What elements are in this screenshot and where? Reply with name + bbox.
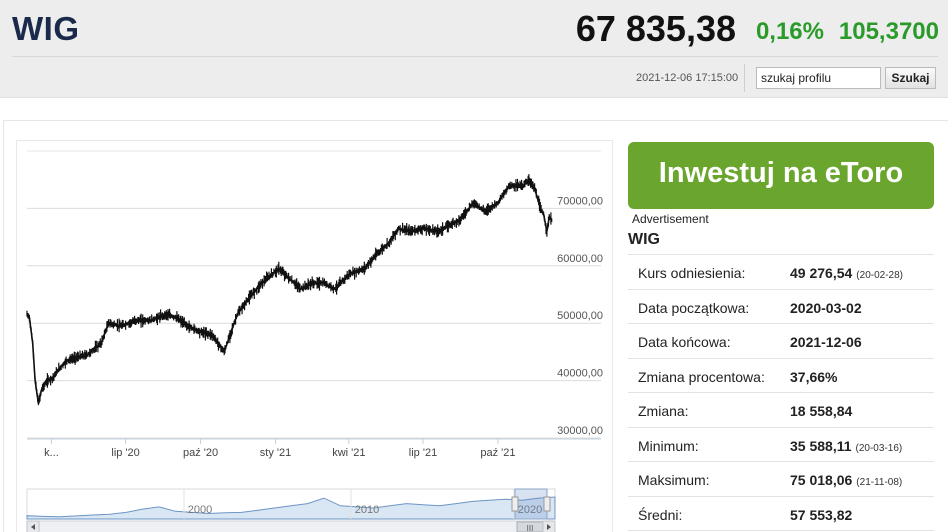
stat-label: Data początkowa:	[638, 299, 750, 316]
y-tick-label: 40000,00	[557, 368, 603, 380]
change-percent: 0,16%	[755, 18, 824, 45]
y-tick-label: 60000,00	[557, 253, 603, 265]
stat-label: Maksimum:	[638, 472, 710, 488]
stat-row: Zmiana: 18 558,84	[628, 393, 934, 428]
y-tick-label: 70000,00	[557, 195, 603, 207]
navigator-area	[26, 496, 556, 520]
stat-note: (21-11-08)	[856, 477, 903, 488]
x-tick-label: sty '21	[260, 447, 291, 459]
stat-row: Minimum: 35 588,11 (20-03-16)	[628, 428, 934, 462]
navigator-label: 2000	[188, 504, 212, 516]
navigator-label: 2010	[355, 504, 379, 516]
change-absolute: 105,3700	[838, 18, 939, 45]
stat-label: Kurs odniesienia:	[638, 265, 746, 281]
x-tick-label: lip '21	[409, 447, 437, 459]
stat-label: Data końcowa:	[638, 334, 731, 350]
stat-note: (20-03-16)	[855, 442, 903, 454]
scrollbar-track	[26, 520, 556, 532]
stat-value: 75 018,06 (21-11-08)	[790, 472, 903, 488]
advertisement-label: Advertisement	[632, 212, 709, 226]
scroll-left-icon	[31, 524, 35, 530]
quote-timestamp: 2021-12-06 17:15:00	[636, 72, 739, 84]
stat-value: 49 276,54 (20-02-28)	[790, 265, 903, 281]
stat-value: 2021-12-06	[790, 334, 862, 350]
stat-value: 2020-03-02	[790, 299, 862, 316]
header-separator	[744, 64, 745, 92]
stat-value: 35 588,11 (20-03-16)	[790, 437, 903, 454]
search-button[interactable]: Szukaj	[885, 67, 936, 89]
stat-row: Kurs odniesienia: 49 276,54 (20-02-28)	[628, 255, 934, 290]
stat-note: (20-02-28)	[856, 270, 903, 281]
stat-value: 37,66%	[790, 368, 838, 385]
stat-row: Maksimum: 75 018,06 (21-11-08)	[628, 462, 934, 497]
stats-table: Kurs odniesienia: 49 276,54 (20-02-28) Data…	[628, 254, 934, 531]
current-price: 67 835,38	[575, 8, 736, 49]
price-chart[interactable]: 30000,00 40000,00 50000,00 60000,00 70000,00…	[16, 140, 613, 532]
x-tick-label: paź '20	[183, 447, 218, 459]
stat-row: Data początkowa: 2020-03-02	[628, 290, 934, 324]
stat-value: 57 553,82	[790, 506, 853, 523]
etoro-invest-button[interactable]: Inwestuj na eToro	[628, 142, 934, 209]
header-bar: WIG 67 835,38 0,16% 105,3700 2021-12-06 …	[0, 0, 948, 98]
x-tick-label: k...	[44, 447, 59, 459]
stat-row: Średni: 57 553,82	[628, 497, 934, 531]
stat-label: Minimum:	[638, 437, 699, 454]
x-tick-label: paź '21	[480, 447, 515, 459]
stat-row: Data końcowa: 2021-12-06	[628, 324, 934, 359]
chart-canvas[interactable]: 30000,00 40000,00 50000,00 60000,00 70000,00…	[17, 141, 614, 532]
navigator-label: 2020	[518, 504, 542, 516]
y-tick-label: 50000,00	[557, 310, 603, 322]
ticker-symbol: WIG	[12, 10, 80, 47]
navigator-handle-right	[543, 496, 551, 512]
stat-label: Zmiana:	[638, 403, 689, 419]
content-panel	[3, 120, 948, 532]
y-tick-label: 30000,00	[557, 425, 603, 437]
stat-label: Zmiana procentowa:	[638, 368, 765, 385]
stats-title: WIG	[628, 231, 660, 248]
stat-row: Zmiana procentowa: 37,66%	[628, 359, 934, 393]
header-divider	[12, 56, 938, 57]
x-tick-label: lip '20	[111, 447, 139, 459]
stat-label: Średni:	[638, 506, 683, 523]
navigator-window	[514, 488, 548, 520]
scrollbar-grip: III	[527, 524, 534, 532]
x-tick-label: kwi '21	[332, 447, 365, 459]
price-series-line	[26, 178, 553, 404]
scroll-right-icon	[547, 524, 551, 530]
profile-search-input[interactable]	[756, 67, 881, 89]
stat-value: 18 558,84	[790, 403, 853, 419]
navigator-handle-left	[511, 496, 519, 512]
